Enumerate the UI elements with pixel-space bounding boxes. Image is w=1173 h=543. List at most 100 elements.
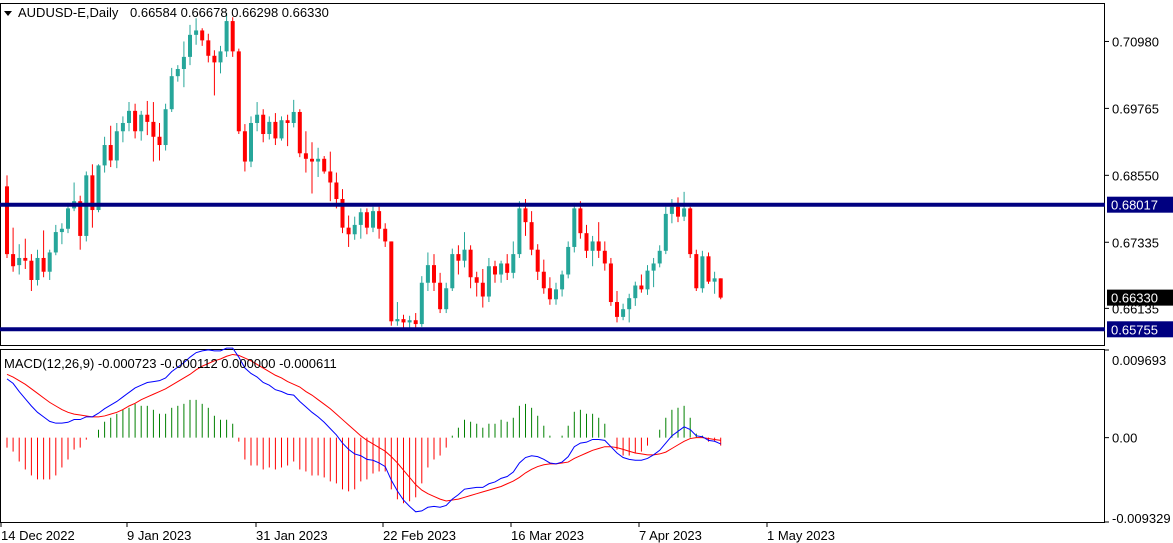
candle-body bbox=[615, 302, 619, 317]
candle-body bbox=[249, 122, 253, 162]
time-tick-label: 7 Apr 2023 bbox=[639, 528, 702, 543]
candle-body bbox=[578, 208, 583, 234]
candle-body bbox=[486, 266, 491, 297]
candle-body bbox=[596, 241, 601, 251]
candle-body bbox=[718, 278, 723, 298]
candle-body bbox=[541, 271, 546, 289]
candle-body bbox=[395, 319, 400, 322]
time-tick-label: 22 Feb 2023 bbox=[383, 528, 456, 543]
candle-body bbox=[328, 171, 333, 183]
candle-body bbox=[706, 256, 711, 282]
candle-body bbox=[456, 254, 461, 261]
candle-body bbox=[78, 201, 83, 236]
candle-body bbox=[645, 270, 650, 290]
horizontal-levels[interactable]: 0.68017 0.65755 bbox=[0, 196, 1173, 338]
candle-body bbox=[669, 206, 674, 214]
candle-body bbox=[438, 282, 443, 310]
candle-body bbox=[377, 211, 382, 229]
candle-body bbox=[352, 224, 357, 235]
candle-body bbox=[627, 298, 632, 310]
candle-body bbox=[145, 114, 150, 122]
candle-body bbox=[505, 263, 510, 273]
candle-body bbox=[133, 110, 138, 132]
candle-body bbox=[291, 111, 296, 123]
candle-body bbox=[242, 131, 247, 162]
time-tick-label: 9 Jan 2023 bbox=[127, 528, 191, 543]
macd-indicator bbox=[6, 347, 722, 513]
candle-body bbox=[200, 30, 205, 41]
candle-body bbox=[444, 288, 449, 310]
candle-body bbox=[11, 254, 16, 267]
price-tick-label: 0.70980 bbox=[1112, 34, 1159, 49]
current-price-tag bbox=[1107, 289, 1173, 306]
candle-body bbox=[181, 56, 186, 70]
candle-body bbox=[535, 249, 540, 272]
candle-body bbox=[206, 40, 211, 56]
price-tick-label: 0.67335 bbox=[1112, 235, 1159, 250]
candle-body bbox=[468, 249, 473, 278]
candle-body bbox=[523, 208, 528, 223]
candle-body bbox=[450, 254, 455, 289]
candle-body bbox=[517, 208, 522, 255]
candle-body bbox=[29, 260, 34, 280]
candle-body bbox=[401, 319, 406, 323]
candle-body bbox=[413, 320, 418, 325]
candle-body bbox=[224, 21, 229, 52]
candle-body bbox=[688, 208, 693, 255]
candle-body bbox=[316, 158, 321, 162]
macd-tick-label: -0.009329 bbox=[1112, 511, 1171, 526]
candle-body bbox=[322, 158, 327, 172]
time-tick-label: 1 May 2023 bbox=[767, 528, 835, 543]
candle-body bbox=[212, 55, 217, 63]
candle-body bbox=[419, 282, 424, 325]
price-pane-frame bbox=[0, 3, 1105, 346]
candle-body bbox=[493, 266, 497, 275]
candle-body bbox=[267, 121, 272, 135]
candle-body bbox=[151, 121, 156, 137]
candle-body bbox=[389, 241, 394, 322]
candle-body bbox=[59, 228, 64, 233]
candle-body bbox=[663, 213, 668, 251]
time-tick-label: 16 Mar 2023 bbox=[511, 528, 584, 543]
candle-body bbox=[188, 34, 192, 57]
candle-body bbox=[676, 206, 680, 217]
candle-body bbox=[23, 257, 28, 261]
candle-body bbox=[371, 211, 375, 228]
candle-body bbox=[53, 232, 58, 253]
candle-body bbox=[114, 131, 119, 161]
candle-body bbox=[218, 51, 223, 63]
candle-body bbox=[590, 241, 595, 251]
candle-body bbox=[462, 249, 467, 261]
candle-body bbox=[96, 165, 101, 211]
current-price-label: 0.66330 bbox=[1111, 291, 1158, 306]
candle-body bbox=[639, 285, 644, 290]
candle-body bbox=[608, 263, 613, 303]
candle-body bbox=[169, 76, 174, 110]
candle-body bbox=[17, 257, 22, 266]
candle-body bbox=[340, 199, 345, 228]
candle-body bbox=[279, 120, 284, 139]
candle-body bbox=[297, 111, 302, 154]
candle-body bbox=[407, 320, 412, 323]
triangle-down-icon[interactable] bbox=[4, 11, 12, 16]
level-price-tag bbox=[1107, 321, 1173, 338]
macd-tick-label: 0.009693 bbox=[1112, 353, 1166, 368]
candle-body bbox=[560, 274, 565, 290]
candle-body bbox=[120, 122, 125, 132]
signal-line bbox=[6, 353, 721, 502]
candle-body bbox=[303, 153, 308, 159]
candle-body bbox=[602, 250, 607, 264]
candle-body bbox=[682, 208, 687, 217]
candle-body bbox=[236, 51, 241, 132]
candle-body bbox=[102, 145, 107, 166]
candle-body bbox=[480, 282, 485, 297]
candle-body bbox=[358, 212, 363, 225]
candle-body bbox=[584, 233, 589, 251]
candle-body bbox=[547, 288, 552, 300]
candle-body bbox=[90, 175, 95, 211]
candle-body bbox=[700, 256, 705, 289]
candle-body bbox=[5, 186, 9, 255]
level-price-label: 0.65755 bbox=[1111, 322, 1158, 337]
candle-body bbox=[41, 257, 46, 272]
